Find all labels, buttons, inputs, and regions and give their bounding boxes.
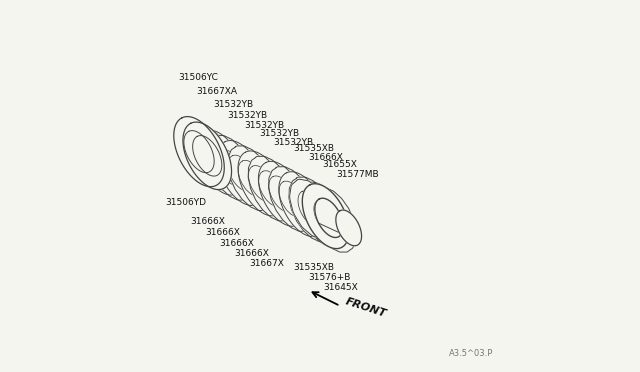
Polygon shape bbox=[302, 184, 349, 248]
Text: 31667X: 31667X bbox=[249, 259, 284, 268]
Polygon shape bbox=[269, 167, 316, 231]
Polygon shape bbox=[238, 151, 285, 216]
Text: 31667XA: 31667XA bbox=[196, 87, 237, 96]
Polygon shape bbox=[259, 161, 305, 226]
Polygon shape bbox=[336, 210, 362, 246]
Text: 31666X: 31666X bbox=[308, 153, 343, 162]
Text: 31577MB: 31577MB bbox=[336, 170, 378, 179]
Polygon shape bbox=[248, 156, 295, 221]
Text: 31666X: 31666X bbox=[205, 228, 239, 237]
Text: 31532YB: 31532YB bbox=[273, 138, 313, 147]
Text: A3.5^03.P: A3.5^03.P bbox=[449, 349, 493, 358]
Text: 31532YB: 31532YB bbox=[244, 121, 284, 129]
Text: 31532YB: 31532YB bbox=[228, 110, 268, 120]
Text: 31645X: 31645X bbox=[323, 283, 358, 292]
Text: 31535XB: 31535XB bbox=[293, 263, 335, 272]
Polygon shape bbox=[174, 116, 224, 187]
Text: 31666X: 31666X bbox=[220, 239, 255, 248]
Polygon shape bbox=[289, 177, 336, 242]
Text: 31532YB: 31532YB bbox=[213, 100, 253, 109]
Polygon shape bbox=[177, 120, 223, 185]
Polygon shape bbox=[218, 141, 264, 205]
Text: 31506YC: 31506YC bbox=[178, 73, 218, 81]
Polygon shape bbox=[207, 135, 254, 200]
Text: 31532YB: 31532YB bbox=[259, 129, 300, 138]
Polygon shape bbox=[299, 182, 346, 247]
Polygon shape bbox=[290, 179, 332, 238]
Polygon shape bbox=[279, 172, 326, 237]
Polygon shape bbox=[197, 130, 244, 195]
Text: 31506YD: 31506YD bbox=[166, 198, 207, 207]
Polygon shape bbox=[309, 187, 356, 252]
Text: 31576+B: 31576+B bbox=[308, 273, 351, 282]
Text: 31666X: 31666X bbox=[190, 217, 225, 225]
Text: FRONT: FRONT bbox=[344, 296, 388, 319]
Polygon shape bbox=[315, 198, 343, 237]
Polygon shape bbox=[183, 122, 232, 190]
Text: 31666X: 31666X bbox=[234, 249, 269, 258]
Text: 31655X: 31655X bbox=[322, 160, 356, 169]
Text: 31535XB: 31535XB bbox=[293, 144, 335, 153]
Polygon shape bbox=[187, 125, 234, 190]
Polygon shape bbox=[228, 146, 275, 211]
